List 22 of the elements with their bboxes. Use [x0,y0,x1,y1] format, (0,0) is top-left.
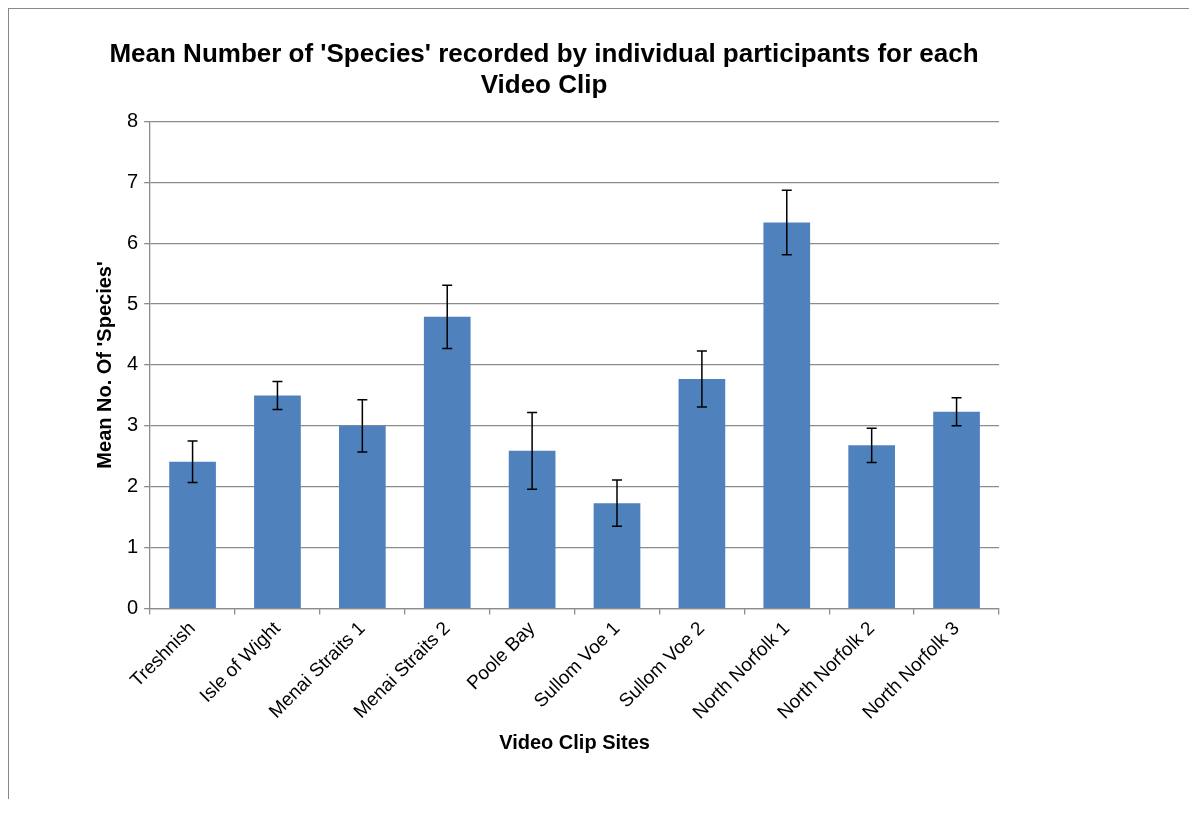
bar [593,503,641,608]
bar [254,395,301,608]
y-tick-label: 3 [127,413,139,436]
bar [933,411,980,608]
bar [678,378,726,608]
y-tick-label: 0 [127,596,139,619]
bar [508,450,556,608]
y-tick-label: 4 [127,352,139,375]
y-tick-label: 6 [127,230,139,253]
bar [423,316,471,608]
y-axis-title: Mean No. Of 'Species' [92,261,115,469]
bar [848,445,896,608]
bar [339,425,386,608]
chart-title: Mean Number of 'Species' recorded by individual participants for each Video Clip [109,37,979,99]
bar [763,222,811,608]
y-tick-label: 1 [127,535,139,558]
y-tick-label: 2 [127,474,139,497]
bar [169,461,216,608]
y-tick-label: 8 [127,108,139,131]
x-axis-title: Video Clip Sites [499,730,650,753]
y-tick-label: 7 [127,169,139,192]
y-tick-label: 5 [127,291,139,314]
